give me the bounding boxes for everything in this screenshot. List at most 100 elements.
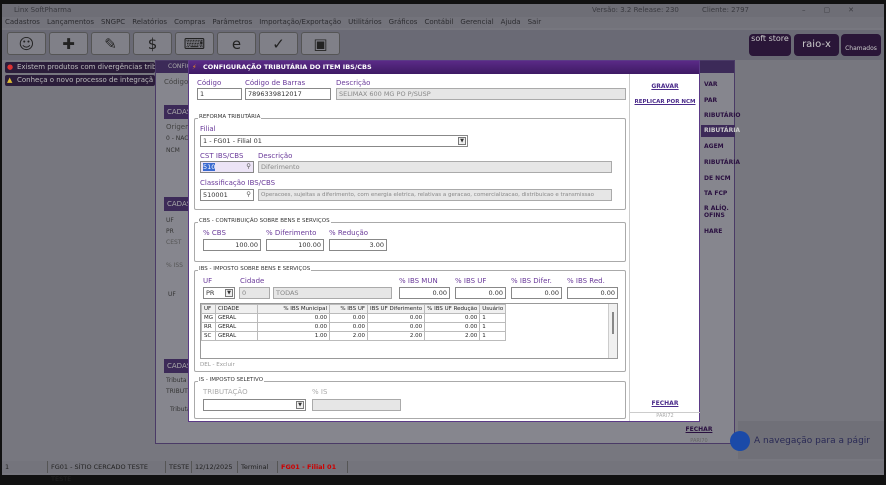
menu-8[interactable]: Gráficos <box>388 18 418 26</box>
table-cell: GERAL <box>215 322 259 332</box>
table-cell: 2.00 <box>329 331 369 341</box>
descricao-field: SELIMAX 600 MG PO P/SUSP <box>336 88 626 100</box>
replicar-ncm-button[interactable]: REPLICAR POR NCM <box>634 99 696 105</box>
menu-5[interactable]: Parâmetros <box>212 18 253 26</box>
table-row[interactable]: MG GERAL 0.00 0.00 0.00 0.00 1 <box>200 313 507 323</box>
menu-2[interactable]: SNGPC <box>100 18 126 26</box>
bg-fechar-button[interactable]: FECHAR <box>685 426 713 433</box>
menu-1[interactable]: Lançamentos <box>46 18 94 26</box>
menu-bar: Cadastros Lançamentos SNGPC Relatórios Compr… <box>2 17 884 28</box>
table-cell: 0.00 <box>367 322 426 332</box>
ibs-uf-field[interactable]: 0.00 <box>455 287 506 299</box>
menu-11[interactable]: Ajuda <box>500 18 521 26</box>
first-aid-icon: ✚ <box>62 35 75 53</box>
is-group: IS - IMPOSTO SELETIVO TRIBUTAÇÃO ▼ % IS <box>194 377 626 419</box>
soft-store-button[interactable]: soft store <box>749 34 791 56</box>
menu-7[interactable]: Utilitários <box>348 18 382 26</box>
fechar-button[interactable]: FECHAR <box>651 400 679 407</box>
status-bar: 1 FG01 - SÍTIO CERCADO TESTE TESTE TESTE… <box>2 461 884 483</box>
menu-0[interactable]: Cadastros <box>5 18 40 26</box>
dialog-actions: GRAVAR REPLICAR POR NCM FECHAR PARI72 <box>629 74 700 421</box>
title-bar: Linx SoftPharma Versão: 3.2 Release: 230… <box>2 4 884 17</box>
smiley-button[interactable]: ☺ <box>7 32 46 55</box>
table-cell: 0.00 <box>329 322 369 332</box>
tributacao-select[interactable]: ▼ <box>203 399 306 411</box>
table-cell: SC <box>200 331 217 341</box>
codigo-barras-field[interactable]: 7896339812017 <box>245 88 331 100</box>
table-cell: 0.00 <box>257 313 331 323</box>
column-header[interactable]: CIDADE <box>215 304 259 314</box>
uf-select[interactable]: PR ▼ <box>203 287 235 299</box>
window-controls[interactable]: –▢✕ <box>802 6 872 14</box>
table-cell: 0.00 <box>257 322 331 332</box>
warning-icon: ▲ <box>7 76 13 84</box>
menu-4[interactable]: Compras <box>174 18 206 26</box>
config-ibs-cbs-dialog: ⚡ CONFIGURAÇÃO TRIBUTÁRIA DO ITEM IBS/CBS… <box>188 60 700 422</box>
pen-button[interactable]: ✎ <box>91 32 130 55</box>
chevron-down-icon: ▼ <box>458 137 466 145</box>
menu-9[interactable]: Contábil <box>424 18 454 26</box>
table-cell: 0.00 <box>424 322 481 332</box>
dollar-button[interactable]: $ <box>133 32 172 55</box>
internet-icon: e <box>231 35 242 53</box>
table-cell: 1.00 <box>257 331 331 341</box>
gravar-button[interactable]: GRAVAR <box>651 83 679 90</box>
linx-logo-icon: ⚡ <box>192 63 197 71</box>
codigo-field[interactable]: 1 <box>197 88 242 100</box>
menu-6[interactable]: Importação/Exportação <box>259 18 342 26</box>
dialog-title: ⚡ CONFIGURAÇÃO TRIBUTÁRIA DO ITEM IBS/CBS <box>189 61 699 74</box>
column-header[interactable]: % IBS UF <box>329 304 369 314</box>
filial-select[interactable]: 1 - FG01 - Filial 01 ▼ <box>200 135 468 147</box>
table-cell: 0.00 <box>367 313 426 323</box>
table-cell: 2.00 <box>367 331 426 341</box>
table-cell: RR <box>200 322 217 332</box>
search-icon: ⚲ <box>246 162 251 170</box>
ibs-group: IBS - IMPOSTO SOBRE BENS E SERVIÇOS UF P… <box>194 266 626 372</box>
table-cell: 2.00 <box>424 331 481 341</box>
column-header[interactable]: Usuário <box>479 304 507 314</box>
cidade-field: TODAS <box>273 287 392 299</box>
table-row[interactable]: RR GERAL 0.00 0.00 0.00 0.00 1 <box>200 322 507 332</box>
table-cell: GERAL <box>215 313 259 323</box>
box-icon: ▣ <box>313 35 328 53</box>
box-button[interactable]: ▣ <box>301 32 340 55</box>
ibs-mun-field[interactable]: 0.00 <box>399 287 450 299</box>
keyboard-button[interactable]: ⌨ <box>175 32 214 55</box>
edge-icon <box>730 431 750 451</box>
version-label: Versão: 3.2 Release: 230 <box>592 6 679 14</box>
menu-10[interactable]: Gerencial <box>460 18 494 26</box>
notice-integracao[interactable]: ▲ Conheça o novo processo de integraçã <box>5 75 155 86</box>
reforma-group: REFORMA TRIBUTÁRIA Filial 1 - FG01 - Fil… <box>194 114 626 210</box>
client-label: Cliente: 2797 <box>702 6 749 14</box>
raio-x-button[interactable]: raio-x <box>794 34 839 56</box>
internet-button[interactable]: e <box>217 32 256 55</box>
classificacao-field[interactable]: 510001 ⚲ <box>200 189 254 201</box>
grid-scrollbar[interactable] <box>608 304 617 358</box>
table-cell: MG <box>200 313 217 323</box>
ibs-difer-field[interactable]: 0.00 <box>511 287 562 299</box>
chamados-button[interactable]: Chamados <box>841 34 881 56</box>
table-cell: 1 <box>479 331 507 341</box>
ibs-red-field[interactable]: 0.00 <box>567 287 618 299</box>
del-hint: DEL - Excluir <box>200 362 235 368</box>
table-cell: 0.00 <box>329 313 369 323</box>
notice-divergencias[interactable]: ● Existem produtos com divergências trib <box>5 62 155 73</box>
menu-12[interactable]: Sair <box>527 18 542 26</box>
cbs-percent-field[interactable]: 100.00 <box>203 239 261 251</box>
filial-status: FG01 - Filial 01 <box>278 461 348 473</box>
search-icon: ⚲ <box>246 190 251 198</box>
cst-field[interactable]: 510 ⚲ <box>200 161 254 173</box>
column-header[interactable]: IBS UF Diferimento <box>367 304 426 314</box>
notification-toast[interactable]: A navegação para a págir <box>730 421 884 459</box>
menu-3[interactable]: Relatórios <box>132 18 168 26</box>
table-row[interactable]: SC GERAL 1.00 2.00 2.00 2.00 1 <box>200 331 507 341</box>
cbs-diferimento-field[interactable]: 100.00 <box>266 239 324 251</box>
column-header[interactable]: % IBS Municipal <box>257 304 331 314</box>
column-header[interactable]: UF <box>200 304 217 314</box>
checklist-button[interactable]: ✓ <box>259 32 298 55</box>
first-aid-button[interactable]: ✚ <box>49 32 88 55</box>
table-cell: 0.00 <box>424 313 481 323</box>
column-header[interactable]: % IBS UF Redução <box>424 304 481 314</box>
table-cell: GERAL <box>215 331 259 341</box>
cbs-reducao-field[interactable]: 3.00 <box>329 239 387 251</box>
